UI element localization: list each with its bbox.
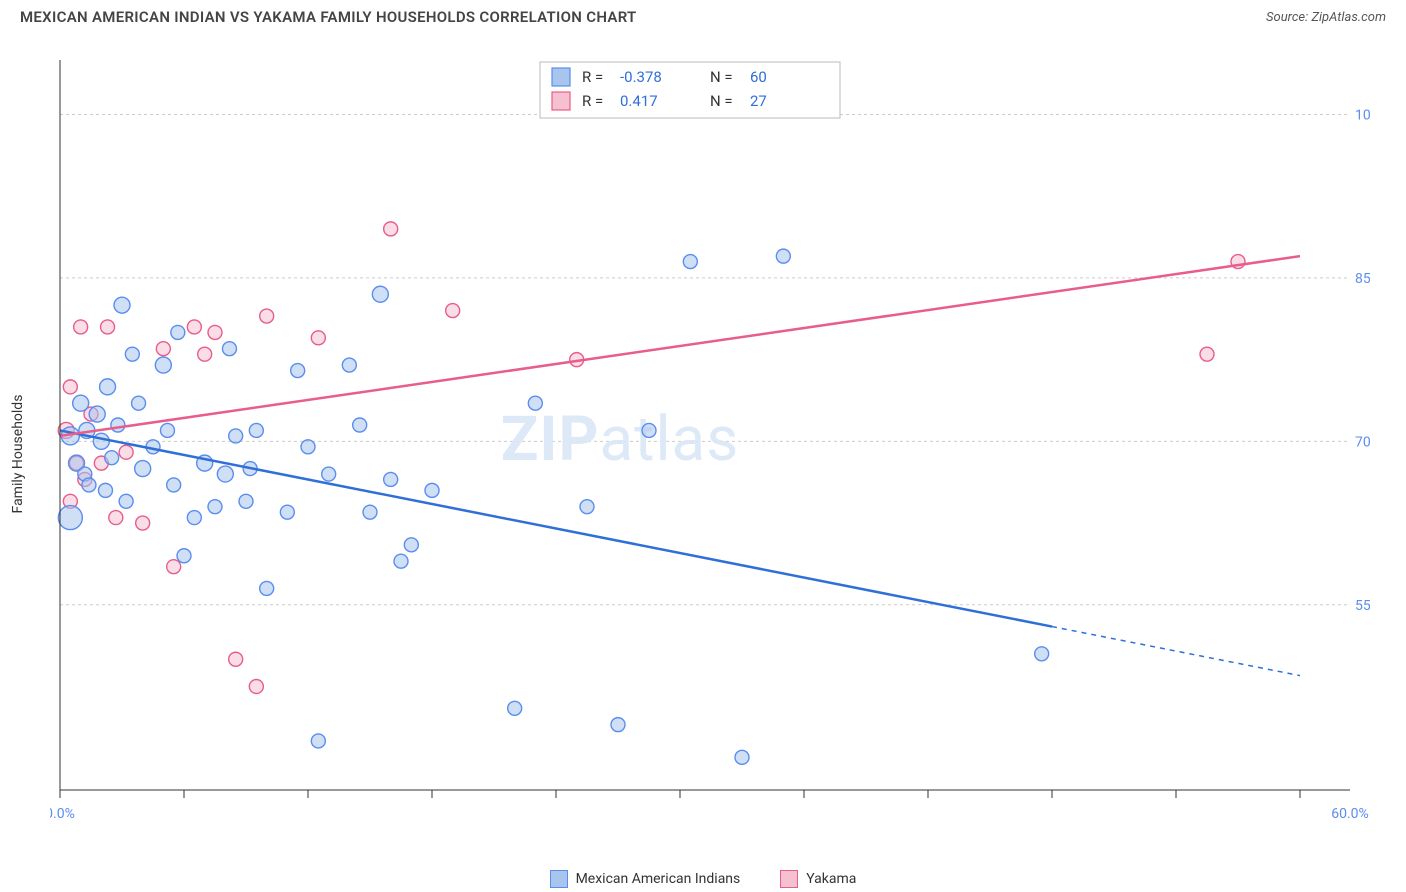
legend-swatch-pink [780, 870, 798, 888]
scatter-point-blue [229, 429, 243, 443]
legend-label-pink: Yakama [806, 871, 856, 887]
y-tick-label: 85.0% [1355, 271, 1370, 287]
scatter-point-pink [198, 347, 212, 361]
scatter-point-blue [1035, 647, 1049, 661]
scatter-point-blue [58, 506, 82, 530]
stats-swatch [552, 68, 570, 86]
y-tick-label: 100.0% [1355, 107, 1370, 123]
stats-n-value: 60 [750, 68, 767, 86]
legend-swatch-blue [550, 870, 568, 888]
scatter-point-pink [74, 320, 88, 334]
stats-r-label: R = [582, 68, 603, 86]
scatter-point-blue [160, 423, 174, 437]
chart-svg: 100.0% 85.0% 70.0% 55.0% ZIPatlas 0.0% 60.0% R … [50, 50, 1370, 830]
scatter-point-pink [136, 516, 150, 530]
watermark: ZIPatlas [501, 403, 740, 476]
scatter-point-blue [155, 357, 171, 373]
scatter-point-blue [105, 451, 119, 465]
chart-title: MEXICAN AMERICAN INDIAN VS YAKAMA FAMILY… [20, 8, 637, 26]
scatter-point-pink [208, 325, 222, 339]
scatter-point-blue [100, 379, 116, 395]
scatter-point-blue [735, 750, 749, 764]
scatter-point-blue [132, 396, 146, 410]
stats-r-value: -0.378 [620, 68, 662, 86]
scatter-point-blue [580, 500, 594, 514]
scatter-point-blue [167, 478, 181, 492]
scatter-point-pink [311, 331, 325, 345]
scatter-point-blue [111, 418, 125, 432]
scatter-point-blue [363, 505, 377, 519]
scatter-point-pink [260, 309, 274, 323]
scatter-point-blue [384, 472, 398, 486]
scatter-point-blue [98, 483, 112, 497]
scatter-point-pink [167, 560, 181, 574]
stats-swatch [552, 92, 570, 110]
source-link[interactable]: ZipAtlas.com [1311, 10, 1386, 25]
scatter-point-blue [508, 701, 522, 715]
scatter-point-blue [89, 406, 105, 422]
scatter-point-blue [187, 511, 201, 525]
scatter-point-blue [249, 423, 263, 437]
scatter-point-blue [125, 347, 139, 361]
stats-n-value: 27 [750, 92, 767, 110]
legend-bottom: Mexican American Indians Yakama [0, 870, 1406, 888]
scatter-point-blue [372, 286, 388, 302]
legend-label-blue: Mexican American Indians [576, 871, 741, 887]
scatter-point-blue [217, 466, 233, 482]
scatter-point-blue [311, 734, 325, 748]
scatter-point-blue [611, 718, 625, 732]
stats-r-label: R = [582, 92, 603, 110]
y-tick-label: 70.0% [1355, 434, 1370, 450]
scatter-point-blue [528, 396, 542, 410]
scatter-point-pink [109, 511, 123, 525]
scatter-point-blue [82, 478, 96, 492]
scatter-point-blue [776, 249, 790, 263]
scatter-point-pink [63, 380, 77, 394]
scatter-point-blue [425, 483, 439, 497]
chart-header: MEXICAN AMERICAN INDIAN VS YAKAMA FAMILY… [0, 0, 1406, 30]
scatter-point-blue [135, 461, 151, 477]
scatter-point-blue [208, 500, 222, 514]
scatter-point-pink [249, 679, 263, 693]
scatter-point-blue [322, 467, 336, 481]
scatter-point-blue [353, 418, 367, 432]
x-label-left: 0.0% [50, 806, 75, 822]
legend-item-pink: Yakama [780, 870, 856, 888]
stats-n-label: N = [710, 68, 733, 86]
scatter-point-blue [260, 581, 274, 595]
scatter-point-blue [239, 494, 253, 508]
stats-n-label: N = [710, 92, 733, 110]
scatter-point-blue [394, 554, 408, 568]
scatter-point-pink [187, 320, 201, 334]
scatter-point-blue [119, 494, 133, 508]
scatter-point-blue [222, 342, 236, 356]
scatter-point-pink [101, 320, 115, 334]
trend-line-blue-ext [1052, 627, 1300, 676]
scatter-point-blue [291, 364, 305, 378]
scatter-point-pink [119, 445, 133, 459]
scatter-point-pink [1200, 347, 1214, 361]
scatter-point-blue [301, 440, 315, 454]
scatter-point-pink [229, 652, 243, 666]
legend-item-blue: Mexican American Indians [550, 870, 741, 888]
scatter-point-blue [342, 358, 356, 372]
plot-area: 100.0% 85.0% 70.0% 55.0% ZIPatlas 0.0% 60.0% R … [50, 50, 1370, 830]
scatter-point-blue [683, 255, 697, 269]
scatter-point-blue [73, 395, 89, 411]
y-tick-label: 55.0% [1355, 598, 1370, 614]
scatter-point-blue [404, 538, 418, 552]
scatter-point-blue [171, 325, 185, 339]
source-label: Source: ZipAtlas.com [1266, 10, 1386, 25]
x-label-right: 60.0% [1331, 806, 1369, 822]
scatter-point-pink [446, 304, 460, 318]
scatter-point-pink [156, 342, 170, 356]
scatter-point-blue [642, 423, 656, 437]
scatter-point-blue [177, 549, 191, 563]
scatter-point-blue [93, 433, 109, 449]
scatter-point-blue [280, 505, 294, 519]
stats-r-value: 0.417 [620, 92, 658, 110]
scatter-point-blue [114, 297, 130, 313]
scatter-point-pink [384, 222, 398, 236]
y-axis-label: Family Households [10, 395, 26, 514]
